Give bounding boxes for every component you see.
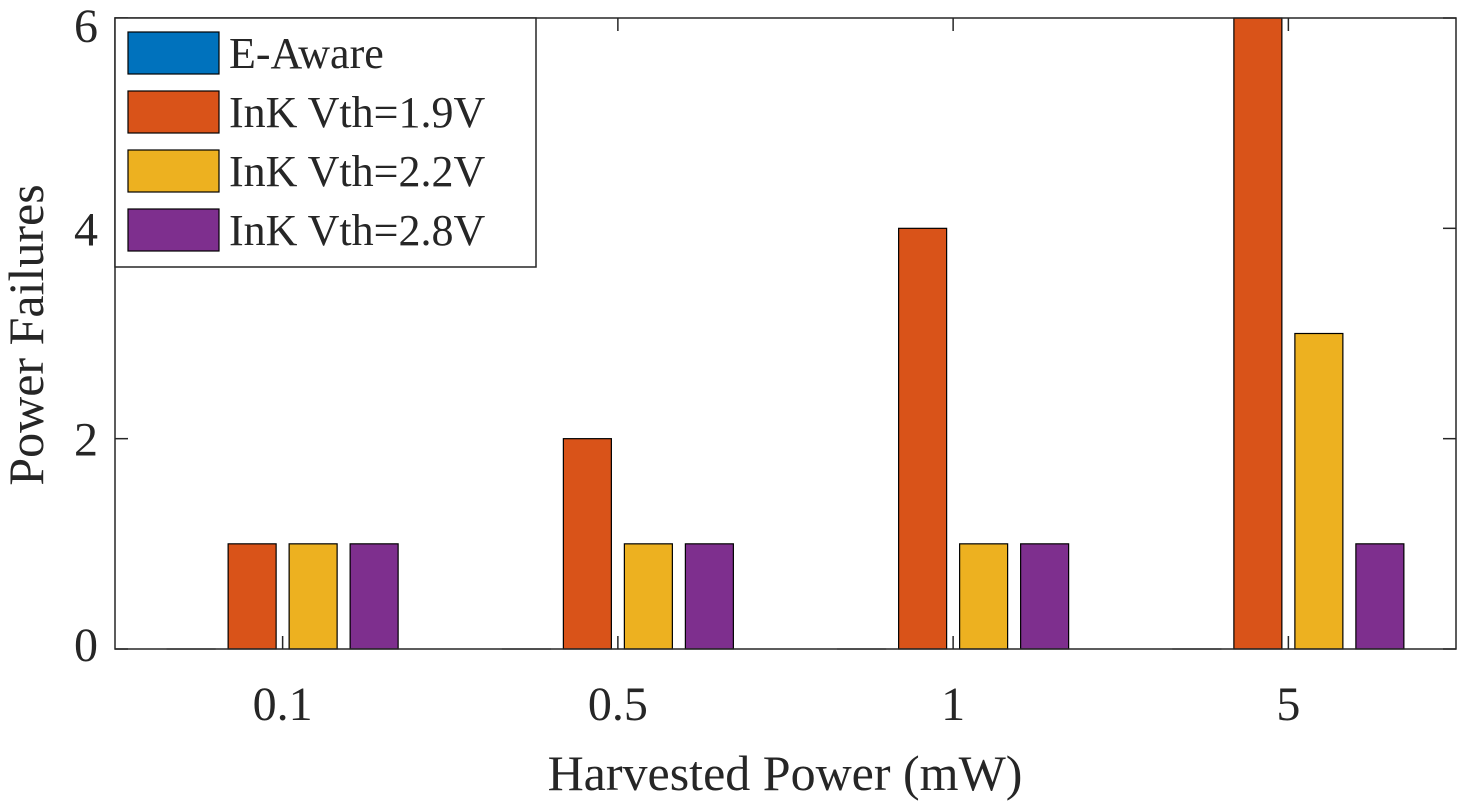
x-tick-label: 5 bbox=[1276, 678, 1300, 731]
bar bbox=[685, 544, 733, 649]
legend-swatch bbox=[128, 209, 219, 251]
x-tick-label: 1 bbox=[941, 678, 965, 731]
y-tick-label: 6 bbox=[74, 0, 98, 53]
bar bbox=[350, 544, 398, 649]
y-axis-label: Power Failures bbox=[0, 184, 54, 485]
bar bbox=[1356, 544, 1404, 649]
bar bbox=[289, 544, 337, 649]
legend-swatch bbox=[128, 91, 219, 133]
bar bbox=[624, 544, 672, 649]
legend-swatch bbox=[128, 150, 219, 192]
legend: E-Aware InK Vth=1.9V InK Vth=2.2V InK Vth=2… bbox=[115, 18, 536, 267]
legend-label: InK Vth=2.8V bbox=[229, 206, 485, 255]
bar bbox=[228, 544, 276, 649]
bar bbox=[1234, 18, 1282, 649]
x-tick-label: 0.5 bbox=[588, 678, 648, 731]
legend-swatch bbox=[128, 32, 219, 74]
x-tick-label: 0.1 bbox=[253, 678, 313, 731]
bar bbox=[960, 544, 1008, 649]
bar bbox=[563, 439, 611, 649]
bar bbox=[899, 228, 947, 649]
legend-label: InK Vth=2.2V bbox=[229, 147, 485, 196]
y-tick-label: 4 bbox=[74, 203, 98, 256]
x-axis-label: Harvested Power (mW) bbox=[548, 745, 1023, 801]
y-tick-label: 2 bbox=[74, 414, 98, 467]
legend-label: E-Aware bbox=[229, 29, 384, 78]
legend-label: InK Vth=1.9V bbox=[229, 88, 485, 137]
y-tick-label: 0 bbox=[74, 619, 98, 672]
bar bbox=[1295, 334, 1343, 650]
bar bbox=[1021, 544, 1069, 649]
